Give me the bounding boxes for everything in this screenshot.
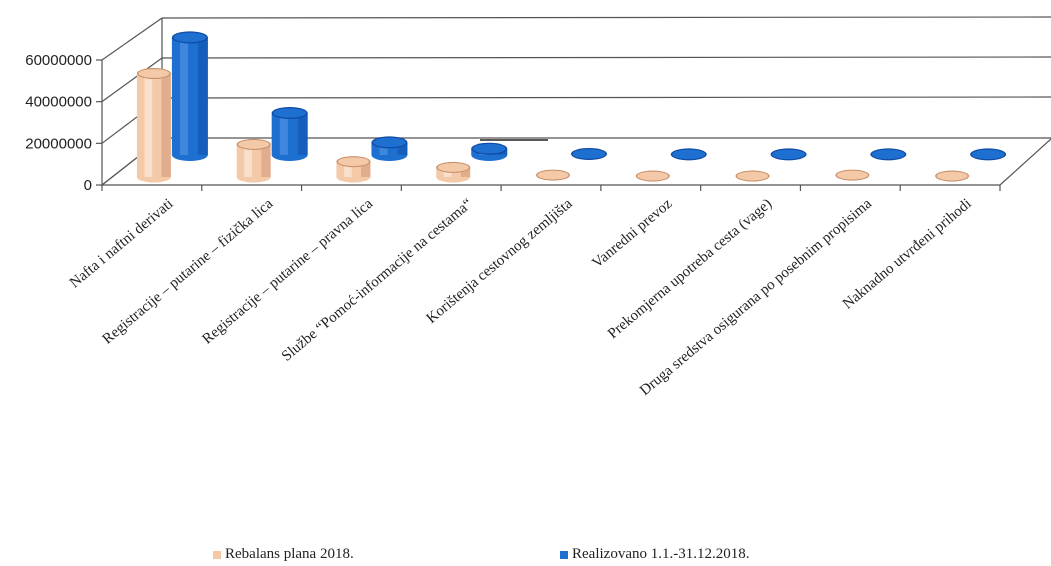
cylinder-top-face — [437, 163, 469, 172]
cylinder-top-face — [637, 171, 669, 181]
cylinder-highlight — [344, 161, 352, 177]
y-axis-ticks: 0 20000000 40000000 60000000 — [25, 52, 92, 194]
cylinder-highlight — [279, 113, 288, 155]
cylinder-shade — [161, 73, 171, 177]
legend-swatch-realized — [560, 550, 568, 559]
y-tick-label: 40000000 — [25, 94, 92, 111]
bar-realized-3 — [471, 142, 508, 161]
cylinder-top-face — [936, 171, 968, 181]
cylinder-top-face — [472, 143, 506, 154]
gridline — [161, 96, 1051, 99]
bar-plan-4 — [536, 169, 570, 181]
x-tick-label: Nafta i naftni derivati — [67, 196, 177, 292]
bar-plan-6 — [735, 170, 770, 182]
x-tick-label: Službe “Pomoć-informacije na cestama“ — [279, 196, 476, 365]
cylinder-top-face — [672, 149, 706, 160]
cylinder-top-face — [537, 170, 569, 180]
x-tick-label: Registracije – putarine – pravna lica — [199, 196, 376, 348]
x-tick-label: Registracije – putarine – fizička lica — [100, 196, 277, 348]
legend-label-plan: Rebalans plana 2018. — [225, 546, 354, 562]
cylinder-shade — [460, 167, 471, 177]
cylinder-highlight — [144, 73, 153, 177]
cylinder-shade — [297, 113, 308, 155]
cylinder-top-face — [736, 171, 769, 181]
cylinder-top-face — [273, 108, 307, 118]
cylinder-top-face — [871, 149, 905, 160]
legend-item-realized: Realizovano 1.1.-31.12.2018. — [560, 546, 749, 563]
bar-realized-6 — [770, 148, 807, 161]
cylinder-top-face — [572, 149, 606, 159]
x-tick-label: Prekomjerna upotreba cesta (vage) — [605, 196, 775, 342]
bar-plan-7 — [835, 169, 870, 181]
side-gridline — [101, 57, 163, 103]
cylinder-top-face — [238, 140, 270, 149]
bar-plan-2 — [336, 156, 371, 183]
bar-plan-5 — [635, 170, 670, 182]
chart-bars — [136, 31, 1007, 183]
bar-realized-4 — [571, 147, 607, 160]
legend-item-plan: Rebalans plana 2018. — [213, 546, 354, 563]
legend-swatch-plan — [213, 550, 221, 559]
y-tick-label: 20000000 — [25, 135, 92, 152]
cylinder-top-face — [337, 157, 370, 167]
cylinder-top-face — [372, 137, 407, 148]
cylinder-top-face — [138, 69, 170, 78]
legend-label-realized: Realizovano 1.1.-31.12.2018. — [572, 546, 750, 562]
cylinder-shade — [397, 142, 408, 155]
x-tick-label: Druga sredstva osigurana po posebnim pro… — [637, 196, 875, 399]
cylinder-shade — [261, 144, 271, 177]
cylinder-top-face — [173, 32, 207, 43]
cylinder-highlight — [379, 142, 388, 155]
cylinder-top-face — [836, 170, 868, 180]
side-gridline — [101, 17, 163, 61]
bar-plan-3 — [436, 161, 471, 183]
bar-plan-1 — [236, 138, 271, 183]
bar-plan-8 — [935, 170, 970, 182]
bar-realized-0 — [171, 31, 208, 161]
gridline — [161, 16, 1051, 19]
bar-plan-0 — [136, 68, 171, 183]
cylinder-highlight — [179, 37, 189, 155]
bar-realized-5 — [670, 148, 707, 161]
y-tick-label: 0 — [84, 177, 92, 194]
bar-realized-7 — [870, 148, 907, 161]
gridline — [161, 56, 1051, 59]
bar-realized-2 — [371, 136, 408, 161]
bar-realized-1 — [271, 107, 308, 161]
cylinder-top-face — [971, 149, 1005, 160]
cylinder-highlight — [244, 144, 252, 177]
bar-realized-8 — [970, 148, 1007, 161]
y-tick-label: 60000000 — [25, 52, 92, 69]
cylinder-shade — [361, 161, 371, 177]
cylinder-shade — [197, 37, 208, 155]
cylinder-top-face — [771, 149, 806, 160]
x-tick-label: Vanredni prevoz — [589, 196, 675, 272]
